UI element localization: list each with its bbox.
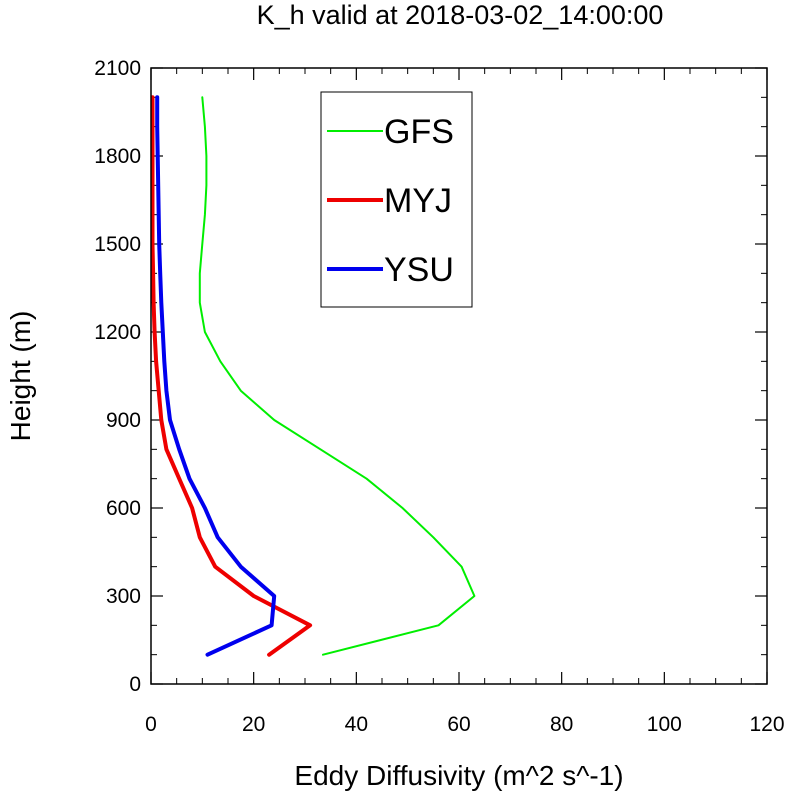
legend-label-myj: MYJ [384, 182, 452, 220]
series-line-gfs [198, 96, 476, 656]
y-tick-label: 2100 [94, 57, 141, 80]
legend-label-ysu: YSU [384, 251, 454, 289]
plot-frame [150, 67, 768, 685]
series-line-ysu [155, 95, 277, 657]
x-tick-label: 40 [345, 713, 368, 736]
x-tick-label: 120 [749, 713, 784, 736]
y-tick-label: 600 [106, 497, 141, 520]
chart-title: K_h valid at 2018-03-02_14:00:00 [257, 0, 664, 30]
x-tick-label: 20 [242, 713, 265, 736]
y-tick-label: 1500 [94, 233, 141, 256]
y-tick-label: 1200 [94, 321, 141, 344]
x-tick-label: 80 [550, 713, 573, 736]
x-tick-labels: 0 20 40 60 80 100 120 [145, 713, 784, 736]
series-line-myj [150, 95, 313, 657]
y-tick-label: 300 [106, 585, 141, 608]
y-tick-labels: 0 300 600 900 1200 1500 1800 2100 [94, 57, 141, 696]
x-tick-label: 0 [145, 713, 157, 736]
legend: GFS MYJ YSU [320, 91, 473, 308]
legend-label-gfs: GFS [384, 113, 454, 151]
y-axis-title: Height (m) [5, 311, 36, 442]
y-tick-label: 1800 [94, 145, 141, 168]
y-tick-label: 900 [106, 409, 141, 432]
x-tick-label: 100 [647, 713, 682, 736]
series-layer [150, 95, 476, 657]
x-axis-title: Eddy Diffusivity (m^2 s^-1) [294, 760, 623, 791]
x-tick-label: 60 [447, 713, 470, 736]
y-tick-label: 0 [129, 673, 141, 696]
